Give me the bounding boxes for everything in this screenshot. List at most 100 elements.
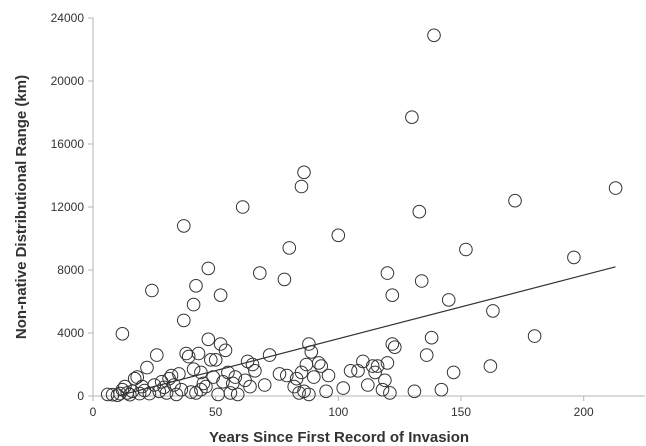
data-point <box>370 359 385 373</box>
data-point <box>331 228 346 243</box>
x-tick-label: 0 <box>90 405 97 419</box>
plot-area <box>92 18 645 397</box>
data-point <box>277 272 292 287</box>
data-point <box>243 379 257 394</box>
data-point <box>257 378 272 392</box>
data-point <box>213 288 228 303</box>
data-point <box>115 327 130 341</box>
data-point <box>145 283 159 298</box>
data-point <box>567 250 581 265</box>
data-point <box>294 179 309 194</box>
data-point <box>115 382 130 397</box>
y-tick-label: 0 <box>77 389 84 403</box>
data-point <box>375 382 390 397</box>
data-point <box>230 387 245 402</box>
y-tick-label: 24000 <box>51 11 85 25</box>
trendline <box>117 266 616 397</box>
data-point <box>201 332 216 347</box>
data-point <box>365 359 380 373</box>
x-tick-label: 150 <box>451 405 471 419</box>
data-point <box>186 297 201 312</box>
data-point <box>282 241 297 255</box>
data-point <box>314 359 329 373</box>
data-point <box>181 349 196 364</box>
data-point <box>140 360 154 375</box>
data-point <box>307 370 321 384</box>
data-point <box>380 356 395 370</box>
y-tick-label: 4000 <box>57 326 84 340</box>
data-point <box>385 337 400 351</box>
data-point <box>174 382 189 397</box>
data-point <box>177 313 191 328</box>
data-point <box>167 378 181 392</box>
y-tick-label: 20000 <box>51 74 85 88</box>
data-point <box>336 381 351 395</box>
data-point <box>405 110 419 124</box>
data-point <box>388 340 402 355</box>
data-point <box>321 368 336 383</box>
data-point <box>383 386 397 400</box>
data-point <box>351 364 365 378</box>
data-point <box>184 385 198 399</box>
data-point <box>294 365 309 380</box>
data-point <box>343 364 358 378</box>
data-points <box>100 28 623 403</box>
data-point <box>424 330 439 345</box>
data-point <box>177 219 191 233</box>
data-point <box>196 376 211 391</box>
data-point <box>483 359 498 373</box>
y-axis-title: Non-native Distributional Range (km) <box>13 75 30 339</box>
data-point <box>159 386 174 400</box>
data-point <box>223 386 238 400</box>
data-point <box>434 382 449 397</box>
data-point <box>441 293 456 307</box>
data-point <box>169 387 184 402</box>
data-point <box>191 346 206 361</box>
data-point <box>356 354 370 369</box>
y-tick-label: 16000 <box>51 137 85 151</box>
data-point <box>608 181 623 195</box>
data-point <box>150 348 164 362</box>
data-point <box>446 365 461 380</box>
y-tick-label: 12000 <box>51 200 85 214</box>
data-point <box>118 379 132 394</box>
data-point <box>208 353 223 367</box>
data-point <box>211 387 225 402</box>
data-point <box>302 337 316 351</box>
y-axis-ticks: 0 4000 8000 12000 16000 20000 24000 <box>51 11 93 403</box>
data-point <box>179 346 193 361</box>
data-point <box>508 193 522 208</box>
data-point <box>189 279 203 293</box>
data-point <box>368 365 382 380</box>
x-tick-label: 200 <box>574 405 594 419</box>
data-point <box>186 362 201 377</box>
data-point <box>252 266 267 280</box>
data-point <box>361 378 375 392</box>
data-point <box>407 384 422 399</box>
data-point <box>297 165 311 180</box>
data-point <box>172 367 186 381</box>
data-point <box>228 370 243 384</box>
data-point <box>245 357 260 372</box>
data-point <box>378 373 392 388</box>
data-point <box>419 348 434 362</box>
data-point <box>319 384 333 399</box>
data-point <box>272 367 287 381</box>
data-point <box>280 368 294 383</box>
data-point <box>189 386 203 400</box>
data-point <box>216 375 230 389</box>
data-point <box>235 200 250 214</box>
data-point <box>302 387 316 402</box>
data-point <box>527 329 542 343</box>
data-point <box>486 304 500 318</box>
x-tick-label: 50 <box>209 405 223 419</box>
data-point <box>311 356 326 370</box>
data-point <box>127 371 142 386</box>
x-axis-title: Years Since First Record of Invasion <box>209 429 469 446</box>
x-tick-label: 100 <box>328 405 348 419</box>
data-point <box>194 365 208 380</box>
data-point <box>204 353 218 367</box>
data-point <box>199 379 213 394</box>
data-point <box>385 288 400 303</box>
